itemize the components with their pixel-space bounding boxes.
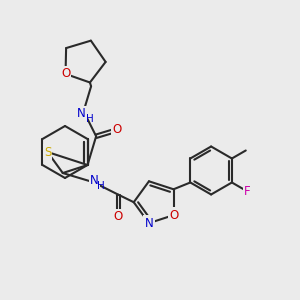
Text: O: O: [112, 123, 122, 136]
Text: N: N: [90, 174, 99, 187]
Text: O: O: [61, 68, 70, 80]
Text: N: N: [145, 217, 153, 230]
Text: S: S: [44, 146, 51, 158]
Text: H: H: [97, 181, 104, 191]
Text: O: O: [169, 208, 178, 222]
Text: F: F: [244, 185, 251, 198]
Text: O: O: [114, 210, 123, 223]
Text: H: H: [86, 114, 94, 124]
Text: N: N: [77, 107, 86, 120]
